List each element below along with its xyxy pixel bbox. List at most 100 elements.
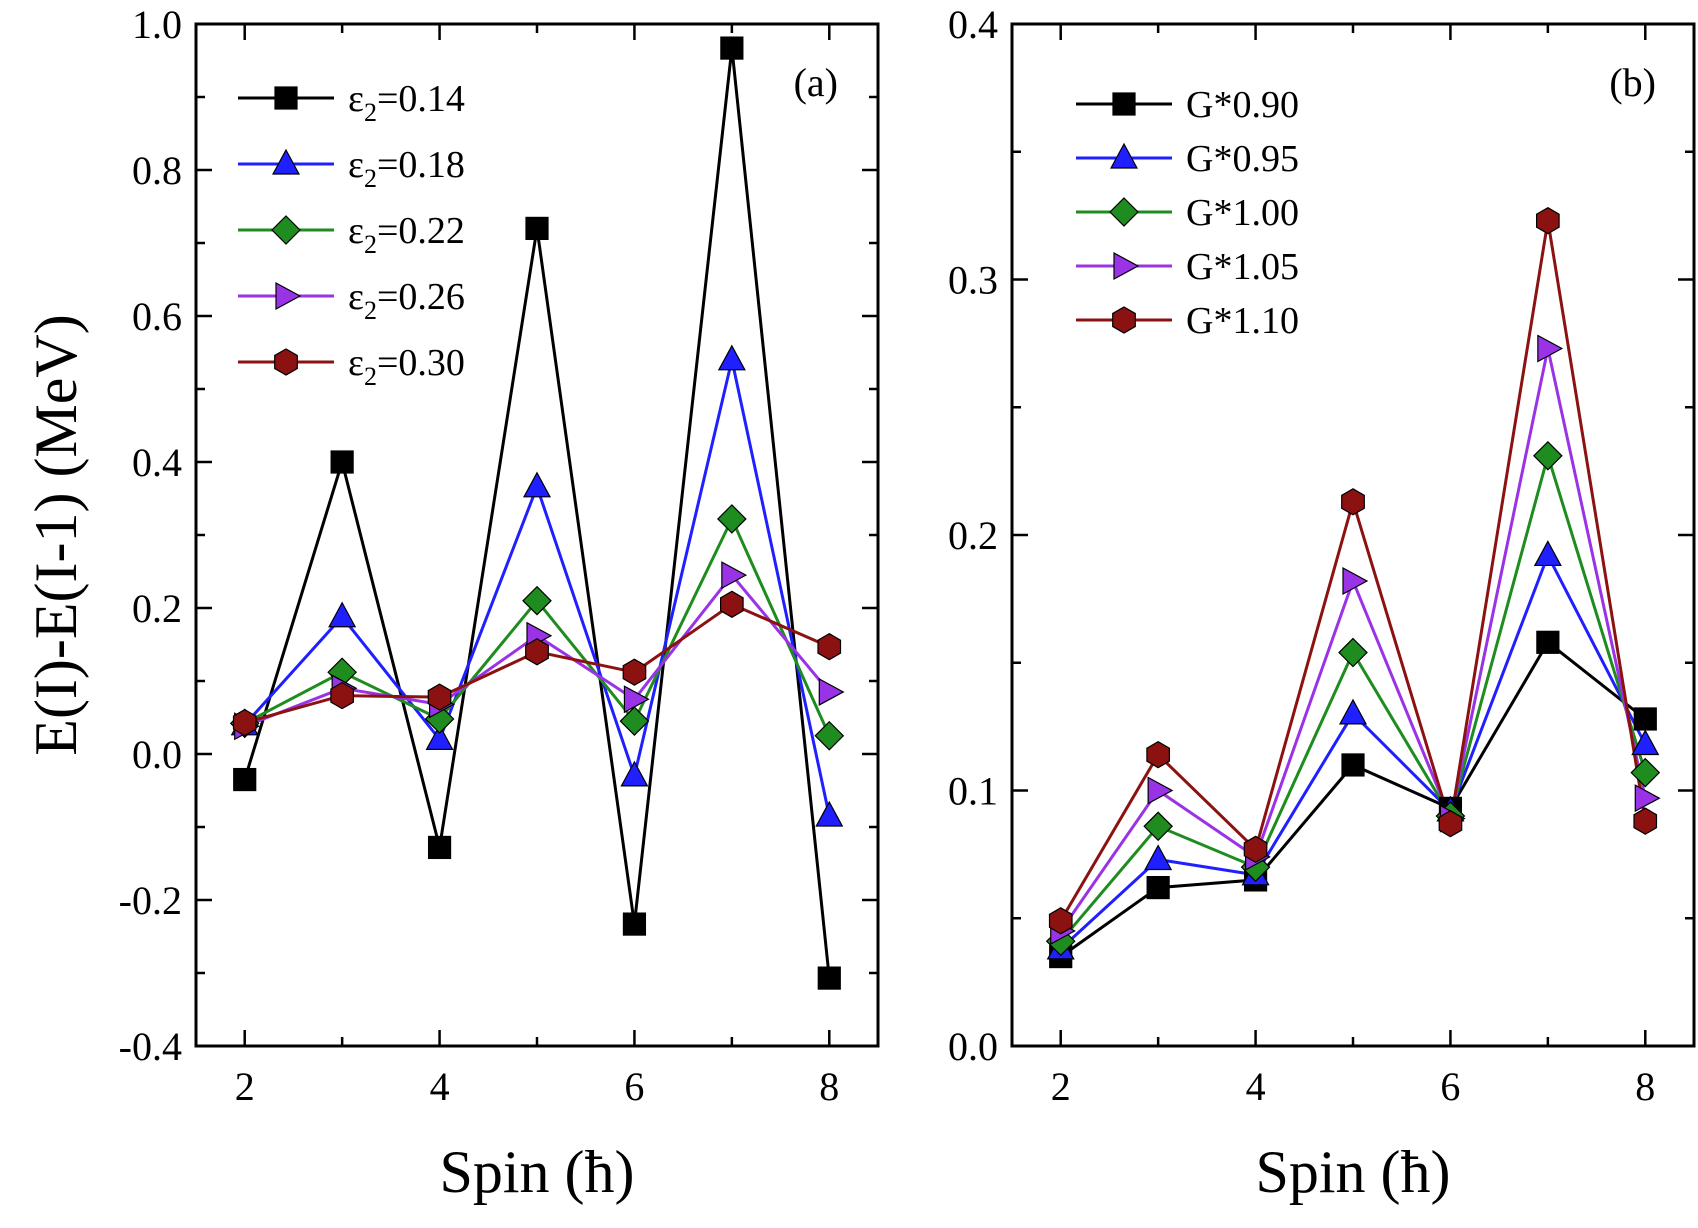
legend-label: G*1.10: [1186, 300, 1299, 342]
legend-label-main: ε: [348, 144, 364, 186]
data-point-s4-1: [1146, 741, 1171, 769]
data-point-s0-3: [525, 216, 549, 240]
y-tick-label: -0.2: [119, 878, 182, 923]
data-point-s4-0: [1048, 907, 1073, 935]
plot-frame: [194, 22, 880, 1048]
y-tick-label: 0.1: [948, 769, 998, 814]
legend-label-main: ε: [348, 276, 364, 318]
legend: G*0.90 G*0.95 G*1.00 G*1.05 G*1.10: [1076, 84, 1299, 342]
data-point-s4-6: [817, 633, 842, 661]
y-tick-label: 0.8: [132, 148, 182, 193]
data-point-s1-1: [1144, 844, 1173, 871]
data-point-s2-5: [717, 504, 747, 534]
data-point-s0-1: [1146, 875, 1170, 900]
data-point-s4-2: [1243, 835, 1268, 863]
y-tick-label: -0.4: [119, 1024, 182, 1069]
y-tick-label: 0.2: [948, 513, 998, 558]
data-point-s4-5: [1535, 207, 1560, 235]
data-point-s2-6: [1630, 757, 1661, 788]
data-point-s4-1: [330, 681, 354, 710]
data-point-s3-1: [1147, 776, 1174, 805]
legend-label: G*0.90: [1186, 84, 1299, 126]
legend-marker: [275, 281, 302, 311]
x-tick-label: 4: [430, 1064, 450, 1109]
data-point-s3-3: [1342, 566, 1369, 595]
data-point-s1-6: [815, 800, 844, 827]
data-point-s1-1: [328, 601, 357, 628]
data-point-s0-6: [817, 966, 841, 990]
data-point-s4-4: [1438, 810, 1463, 838]
data-point-s2-3: [1338, 637, 1368, 668]
legend-label-tail: =0.26: [377, 276, 465, 318]
data-point-s0-2: [427, 835, 452, 860]
data-point-s2-3: [522, 585, 552, 616]
legend-label: G*1.00: [1186, 192, 1299, 234]
data-point-s0-3: [1341, 753, 1365, 777]
x-tick-label: 4: [1246, 1064, 1266, 1109]
legend-label-main: ε: [348, 210, 364, 252]
data-point-s0-5: [1536, 630, 1560, 654]
panel-a: 2 4 6 8 -0.4 -0.2 0.0 0.2 0.4 0.6 0.8 1.0 Spin (ħ) E(…: [23, 2, 880, 1205]
data-point-s3-4: [623, 685, 650, 714]
legend-label: G*0.95: [1186, 138, 1299, 180]
y-tick-label: 0.4: [132, 440, 182, 485]
data-point-s4-3: [525, 638, 549, 666]
data-point-s2-6: [814, 720, 845, 751]
data-point-s0-5: [720, 36, 744, 60]
data-point-s3-6: [818, 677, 845, 706]
data-point-s1-5: [717, 344, 746, 371]
data-point-s4-2: [427, 683, 452, 711]
data-point-s1-5: [1533, 540, 1562, 567]
legend-marker: [271, 215, 301, 245]
legend-label-sub: 2: [364, 362, 377, 391]
data-point-s0-0: [233, 767, 257, 792]
data-point-s4-6: [1633, 807, 1658, 835]
legend-marker: [1109, 142, 1139, 169]
legend-label-tail: =0.22: [377, 210, 465, 252]
legend-marker: [274, 348, 298, 376]
data-point-s0-6: [1633, 707, 1657, 731]
legend-marker: [274, 86, 298, 110]
y-axis-title: E(I)-E(I-1) (MeV): [23, 314, 89, 755]
x-tick-label: 8: [1635, 1064, 1655, 1109]
legend-label-tail: =0.30: [377, 342, 465, 384]
legend-label-tail: =0.14: [377, 78, 465, 120]
series-line-4: [1059, 220, 1647, 922]
y-tick-label: 0.3: [948, 258, 998, 303]
data-point-s3-5: [1537, 334, 1564, 363]
legend-marker: [1109, 197, 1139, 227]
data-series-group: [1045, 207, 1661, 969]
legend-label: ε2=0.30: [348, 342, 465, 391]
legend-label-sub: 2: [364, 164, 377, 193]
panel-label: (b): [1609, 60, 1656, 105]
legend-marker: [1112, 92, 1136, 116]
legend-label: ε2=0.18: [348, 144, 465, 193]
data-point-s1-6: [1631, 729, 1660, 756]
y-tick-label: 0.4: [948, 2, 998, 47]
data-point-s2-1: [1143, 811, 1173, 842]
legend-label-main: ε: [348, 342, 364, 384]
x-axis-title: Spin (ħ): [440, 1139, 635, 1205]
legend-label: ε2=0.14: [348, 78, 465, 127]
data-point-s4-5: [719, 590, 744, 618]
x-tick-label: 8: [819, 1064, 839, 1109]
plot-frame: [1010, 22, 1696, 1048]
legend-marker: [1112, 306, 1136, 334]
data-point-s1-3: [522, 471, 552, 498]
data-point-s1-3: [1338, 698, 1368, 725]
legend-label-sub: 2: [364, 296, 377, 325]
legend-label: ε2=0.22: [348, 210, 465, 259]
data-point-s0-4: [622, 912, 647, 936]
data-point-s3-5: [721, 561, 748, 590]
data-point-s4-0: [232, 708, 257, 737]
legend-label: G*1.05: [1186, 246, 1299, 288]
data-point-s2-5: [1533, 440, 1563, 471]
x-tick-label: 2: [235, 1064, 255, 1109]
y-tick-label: 0.0: [948, 1024, 998, 1069]
data-point-s2-4: [619, 706, 650, 736]
legend-label: ε2=0.26: [348, 276, 465, 325]
panel-label: (a): [794, 60, 838, 105]
